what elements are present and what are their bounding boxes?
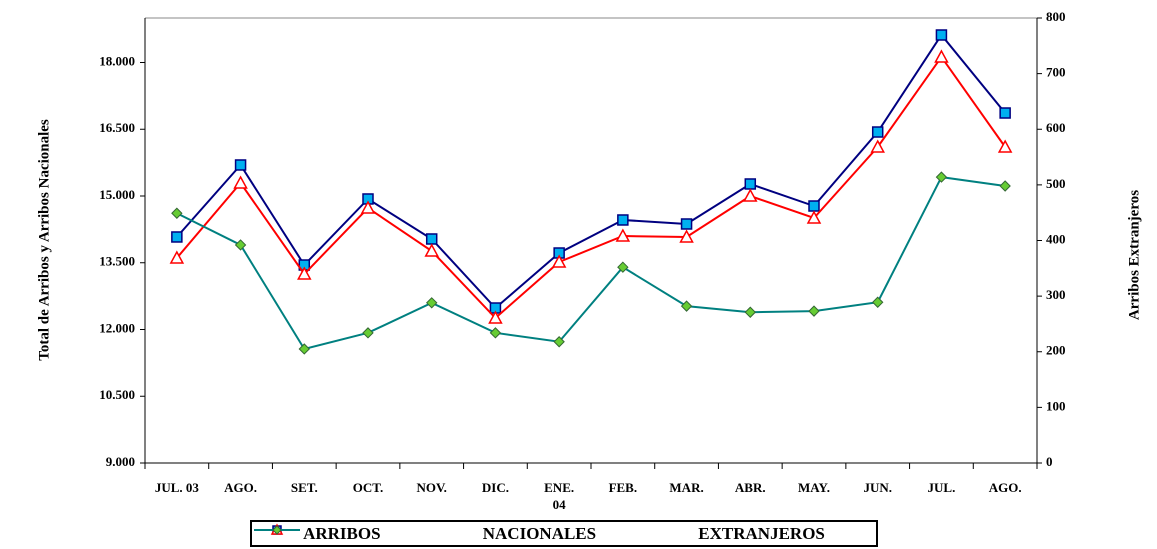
marker — [615, 228, 631, 242]
marker — [424, 243, 439, 257]
x-tick-label: ABR. — [734, 480, 766, 495]
marker — [553, 336, 565, 348]
y2-tick-label: 600 — [1046, 120, 1066, 135]
marker — [935, 171, 948, 183]
marker — [233, 175, 248, 189]
y-tick-label: 16.500 — [99, 120, 135, 135]
y-tick-label: 18.000 — [99, 53, 135, 68]
marker — [935, 29, 948, 41]
marker — [272, 525, 282, 535]
y2-tick-label: 700 — [1046, 65, 1066, 80]
x-tick-label: OCT. — [352, 480, 384, 495]
marker — [872, 296, 884, 308]
marker — [360, 200, 376, 214]
legend-label: NACIONALES — [482, 523, 597, 543]
y-tick-label: 9.000 — [106, 454, 135, 469]
series-line — [176, 175, 1006, 351]
x-tick-label: AGO. — [988, 480, 1022, 495]
marker — [617, 214, 629, 226]
legend: ARRIBOS NACIONALES EXTRANJEROS — [250, 520, 878, 547]
legend-icon — [254, 525, 300, 535]
marker — [999, 180, 1011, 192]
y2-tick-label: 800 — [1046, 9, 1066, 24]
y-axis-title: Total de Arribos y Arribos Nacionales — [36, 119, 52, 361]
marker — [806, 210, 822, 224]
marker — [680, 218, 693, 230]
marker — [551, 254, 567, 268]
x-tick-label: DIC. — [481, 480, 509, 495]
marker — [298, 343, 310, 355]
marker — [744, 178, 757, 190]
legend-label: ARRIBOS — [303, 523, 381, 543]
marker — [617, 261, 629, 273]
x-tick-label: ENE. 04 — [544, 480, 575, 512]
y2-tick-label: 100 — [1046, 398, 1066, 413]
legend-item: ARRIBOS — [254, 523, 381, 544]
marker — [426, 297, 438, 309]
x-tick-label: SET. — [290, 480, 318, 495]
x-tick-label: JUL. 03 — [154, 480, 199, 495]
y2-tick-label: 200 — [1046, 343, 1066, 358]
y-tick-label: 10.500 — [99, 387, 135, 402]
legend-label: EXTRANJEROS — [698, 523, 825, 543]
x-tick-label: JUL. — [927, 480, 956, 495]
marker — [997, 139, 1013, 153]
y2-tick-label: 400 — [1046, 231, 1066, 246]
y-tick-label: 13.500 — [99, 254, 135, 269]
marker — [680, 300, 693, 312]
marker — [297, 266, 312, 280]
marker — [234, 239, 247, 251]
marker — [171, 207, 183, 219]
y2-tick-label: 300 — [1046, 287, 1066, 302]
x-tick-label: AGO. — [224, 480, 257, 495]
marker — [169, 250, 185, 264]
y-tick-label: 12.000 — [99, 320, 135, 335]
y-tick-label: 15.000 — [99, 187, 135, 202]
y2-tick-label: 500 — [1046, 176, 1066, 191]
marker — [808, 305, 820, 317]
marker — [808, 200, 820, 212]
series-line — [176, 55, 1006, 320]
series-line — [176, 33, 1006, 310]
marker — [488, 310, 503, 324]
x-tick-label: FEB. — [608, 480, 638, 495]
marker — [234, 159, 247, 171]
y2-axis-title: Arribos Extranjeros — [1126, 190, 1142, 320]
marker — [999, 107, 1011, 119]
marker — [171, 231, 183, 243]
x-tick-label: MAY. — [798, 480, 830, 495]
x-tick-label: MAR. — [669, 480, 704, 495]
marker — [489, 327, 502, 339]
x-tick-label: JUN. — [863, 480, 892, 495]
marker — [679, 229, 694, 243]
marker — [870, 139, 885, 153]
marker — [743, 188, 758, 202]
legend-item: NACIONALES — [254, 523, 597, 544]
marker — [934, 49, 949, 63]
marker — [425, 233, 438, 245]
legend-item: EXTRANJEROS — [254, 523, 825, 544]
marker — [744, 306, 756, 318]
marker — [871, 126, 884, 138]
y2-tick-label: 0 — [1046, 454, 1053, 469]
marker — [362, 327, 374, 339]
x-tick-label: NOV. — [416, 480, 447, 495]
